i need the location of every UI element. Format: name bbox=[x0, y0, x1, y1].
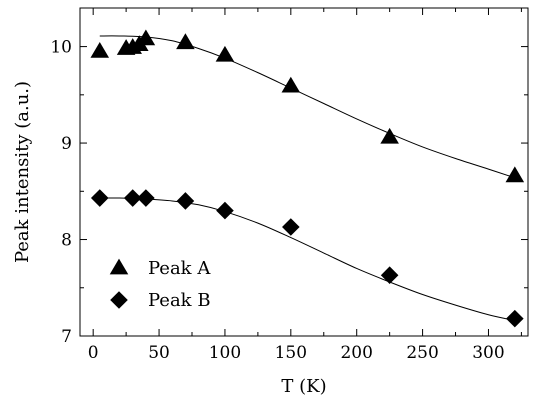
legend: Peak A Peak B bbox=[109, 258, 211, 311]
fit-line-series-2 bbox=[99, 197, 515, 322]
tick-labels: 0 50 100 150 200 250 300 7 8 9 10 bbox=[50, 38, 504, 363]
point-peak-b bbox=[176, 192, 195, 210]
point-peak-a bbox=[505, 166, 525, 183]
y-tick-label: 8 bbox=[61, 231, 72, 251]
point-peak-a bbox=[176, 33, 195, 50]
x-tick-label: 0 bbox=[88, 343, 99, 363]
plot-border bbox=[79, 7, 529, 337]
point-peak-b bbox=[90, 189, 109, 207]
x-tick-label: 50 bbox=[148, 343, 170, 363]
point-peak-a bbox=[215, 45, 235, 62]
x-axis-label: T (K) bbox=[281, 376, 326, 397]
axis-ticks bbox=[80, 8, 528, 337]
legend-marker-triangle bbox=[109, 258, 129, 275]
legend-marker-diamond bbox=[110, 291, 128, 309]
y-axis-label: Peak intensity (a.u.) bbox=[12, 81, 33, 263]
point-peak-a bbox=[380, 127, 399, 144]
y-tick-label: 10 bbox=[50, 38, 72, 58]
x-tick-label: 200 bbox=[340, 343, 372, 363]
point-peak-a bbox=[90, 41, 110, 58]
x-tick-label: 150 bbox=[275, 343, 307, 363]
y-tick-label: 9 bbox=[61, 134, 72, 154]
data-points bbox=[90, 29, 525, 328]
x-tick-label: 100 bbox=[209, 343, 241, 363]
point-peak-b bbox=[216, 201, 234, 220]
point-peak-a bbox=[281, 76, 301, 93]
point-peak-b bbox=[506, 309, 524, 328]
point-peak-b bbox=[137, 189, 155, 207]
point-peak-a bbox=[136, 29, 156, 46]
x-tick-label: 250 bbox=[406, 343, 438, 363]
legend-label: Peak A bbox=[148, 258, 211, 279]
plot-frame bbox=[79, 7, 529, 337]
legend-label: Peak B bbox=[148, 290, 211, 311]
y-tick-label: 7 bbox=[61, 327, 72, 347]
point-peak-b bbox=[123, 189, 142, 207]
point-peak-b bbox=[282, 218, 300, 236]
fit-line-series-1 bbox=[99, 35, 515, 179]
x-tick-label: 300 bbox=[472, 343, 504, 363]
point-peak-b bbox=[380, 266, 399, 285]
